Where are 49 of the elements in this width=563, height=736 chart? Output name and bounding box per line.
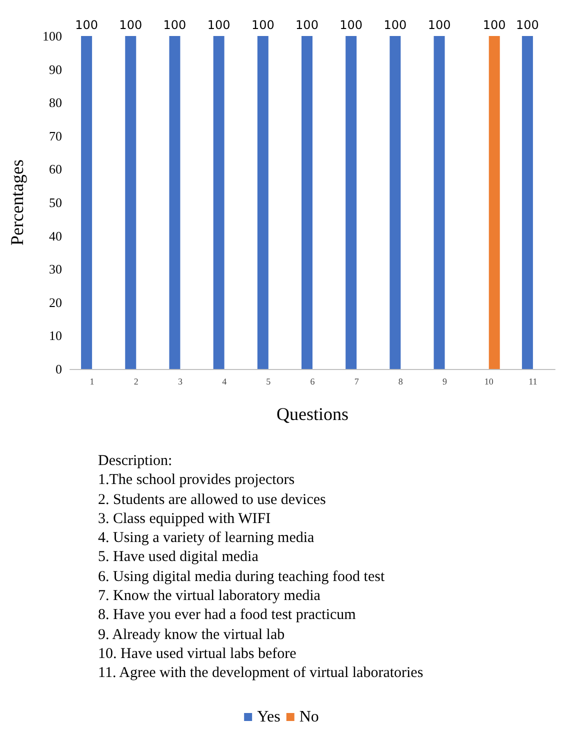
y-tick-label: 10: [49, 328, 62, 344]
text: 11. Agree with the development of virtual laboratories: [98, 664, 424, 684]
x-tick-label: 3: [178, 376, 183, 386]
x-tick-label: 7: [354, 376, 360, 386]
legend-label: Yes: [257, 708, 280, 726]
text: 8. Have you ever had a food test practicum: [98, 606, 357, 626]
x-axis-title: Questions: [276, 404, 348, 424]
text: 4. Using a variety of learning media: [98, 529, 316, 548]
text: Description:: [98, 452, 174, 471]
text: 1.The school provides projectors: [98, 471, 296, 490]
y-tick-label: 40: [49, 228, 62, 244]
y-tick-label: 0: [56, 362, 62, 376]
legend-label: No: [299, 708, 319, 726]
text: 2. Students are allowed to use devices: [98, 490, 327, 510]
data-label: 100: [75, 18, 98, 32]
text: 9. Already know the virtual lab: [98, 626, 286, 645]
text: 5. Have used digital media: [98, 548, 260, 568]
x-tick-label: 2: [134, 376, 138, 386]
data-label: 100: [296, 18, 318, 32]
x-tick-label: 5: [266, 376, 272, 386]
x-tick-label: 10: [484, 376, 494, 386]
text: 10. Have used virtual labs before: [98, 644, 298, 664]
text: 7. Know the virtual laboratory media: [98, 587, 322, 606]
x-tick-label: 4: [222, 376, 228, 386]
x-tick-label: 8: [398, 376, 404, 386]
x-tick-label: 9: [442, 376, 448, 386]
data-label: 100: [207, 18, 230, 32]
text: 6. Using digital media during teaching food test: [98, 568, 386, 587]
y-tick-label: 30: [49, 262, 62, 277]
data-label: 100: [251, 18, 274, 32]
y-tick-label: 70: [49, 128, 62, 144]
y-tick-label: 90: [49, 62, 62, 77]
data-label: 100: [119, 18, 142, 32]
text: 3. Class equipped with WIFI: [98, 510, 272, 529]
data-label: 100: [163, 18, 186, 32]
y-tick-label: 20: [49, 294, 62, 310]
y-tick-label: 60: [49, 162, 62, 177]
x-tick-label: 1: [90, 376, 94, 386]
data-label: 100: [340, 18, 363, 32]
y-tick-label: 100: [42, 28, 62, 44]
x-tick-label: 11: [528, 376, 538, 386]
data-label: 100: [428, 18, 451, 32]
data-label: 100: [482, 18, 506, 32]
y-tick-label: 80: [49, 95, 62, 110]
y-axis-title: Percentages: [7, 160, 27, 246]
data-label: 100: [516, 18, 539, 32]
y-tick-label: 50: [49, 195, 62, 210]
x-tick-label: 6: [310, 376, 316, 386]
data-label: 100: [384, 18, 407, 32]
